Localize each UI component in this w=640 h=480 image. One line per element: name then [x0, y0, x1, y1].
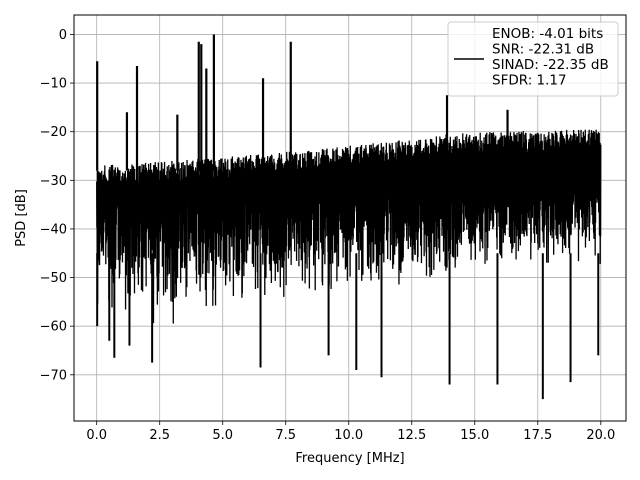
x-tick-label: 5.0 — [212, 428, 233, 443]
psd-series-line — [96, 129, 602, 324]
legend-sinad: SINAD: -22.35 dB — [492, 57, 609, 73]
x-axis-label: Frequency [MHz] — [295, 451, 404, 466]
x-tick-label: 15.0 — [460, 428, 489, 443]
x-tick-label: 12.5 — [397, 428, 426, 443]
y-tick-label: −10 — [40, 77, 67, 92]
x-tick-label: 20.0 — [586, 428, 615, 443]
legend-snr: SNR: -22.31 dB — [492, 42, 594, 58]
y-tick-label: −40 — [40, 222, 67, 237]
y-tick-label: −70 — [40, 368, 67, 383]
x-tick-label: 0.0 — [86, 428, 107, 443]
x-tick-label: 10.0 — [334, 428, 363, 443]
legend: ENOB: -4.01 bits SNR: -22.31 dB SINAD: -… — [447, 21, 619, 97]
series-layer — [96, 34, 602, 400]
x-tick-label: 7.5 — [275, 428, 296, 443]
x-tick-label: 2.5 — [149, 428, 170, 443]
legend-enob: ENOB: -4.01 bits — [492, 26, 603, 42]
axes-frame — [73, 14, 627, 422]
x-axis-ticks: 0.0 2.5 5.0 7.5 10.0 12.5 15.0 17.5 20.0 — [86, 421, 615, 443]
y-tick-label: −50 — [40, 271, 67, 286]
y-tick-label: −60 — [40, 320, 67, 335]
legend-sfdr: SFDR: 1.17 — [492, 73, 567, 89]
y-tick-label: −30 — [40, 174, 67, 189]
y-tick-label: 0 — [59, 28, 67, 43]
legend-box — [447, 21, 619, 97]
y-tick-label: −20 — [40, 125, 67, 140]
y-axis-label: PSD [dB] — [14, 189, 29, 247]
y-axis-ticks: 0 −10 −20 −30 −40 −50 −60 −70 — [40, 28, 74, 383]
x-tick-label: 17.5 — [523, 428, 552, 443]
